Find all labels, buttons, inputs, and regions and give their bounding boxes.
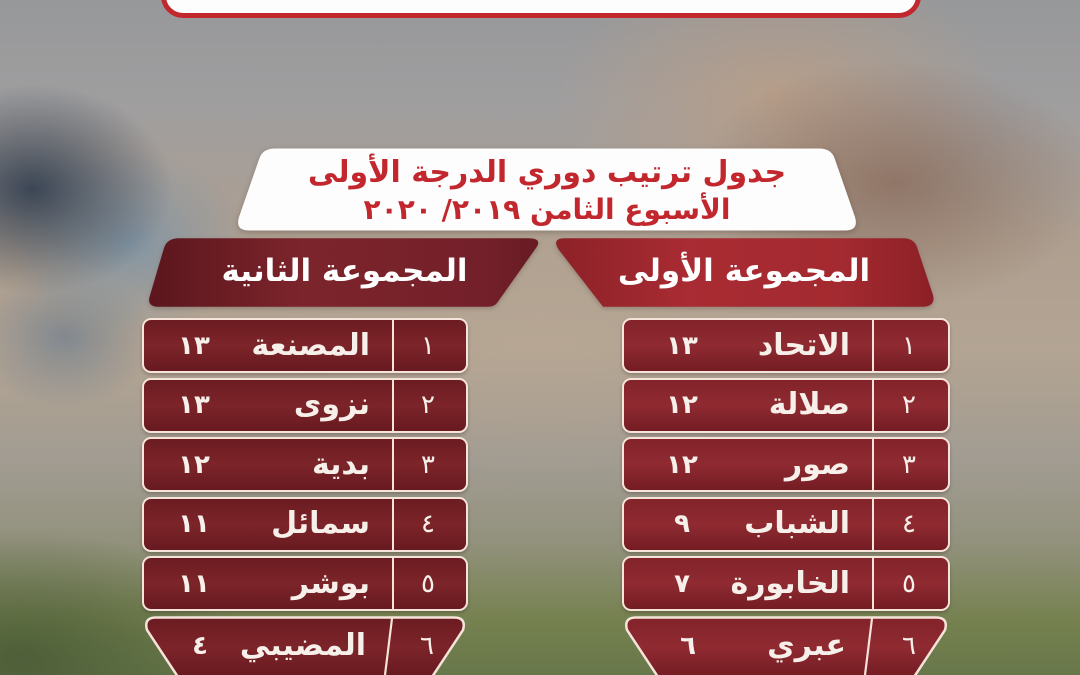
team-name: الشباب xyxy=(744,506,850,542)
rank-number: ٤ xyxy=(421,509,435,540)
title-banner: جدول ترتيب دوري الدرجة الأولى الأسبوع ال… xyxy=(235,147,859,232)
points-value: ١٢ xyxy=(666,449,698,480)
rank-number: ٢ xyxy=(902,390,916,421)
points-value: ٤ xyxy=(192,630,208,661)
team-name: الاتحاد xyxy=(757,327,850,363)
table-row: ٤ الشباب ٩ xyxy=(622,496,950,552)
rank-number: ٣ xyxy=(902,449,916,480)
group1-standings-table: ١ الاتحاد ١٣ ٢ صلالة ١٢ ٣ صور ١٢ ٤ الشباب ٩ ٥ الخابور… xyxy=(622,318,950,675)
rank-cell-divider xyxy=(872,439,948,491)
team-name: المضيبي xyxy=(239,627,366,663)
table-row: ٢ صلالة ١٢ xyxy=(622,377,950,433)
group1-title: المجموعة الأولى xyxy=(617,252,871,289)
table-row: ٥ الخابورة ٧ xyxy=(622,556,950,612)
rank-cell-divider xyxy=(872,320,948,371)
title-banner-text: جدول ترتيب دوري الدرجة الأولى الأسبوع ال… xyxy=(235,147,859,232)
team-name: بوشر xyxy=(291,565,370,601)
rank-number: ١ xyxy=(421,330,435,361)
points-value: ١٢ xyxy=(666,390,698,421)
rank-cell-divider xyxy=(872,558,948,610)
team-name: صور xyxy=(784,446,850,482)
rank-cell-divider xyxy=(392,379,466,431)
group2-ribbon-shape xyxy=(149,238,539,307)
team-name: الخابورة xyxy=(730,565,851,601)
rank-cell-divider xyxy=(392,320,466,371)
rank-cell-divider xyxy=(392,439,466,491)
table-row: ٢ نزوى ١٣ xyxy=(142,377,468,433)
rank-number: ٣ xyxy=(421,449,435,480)
rank-number: ٦ xyxy=(902,630,916,661)
team-name: بدية xyxy=(311,446,370,482)
top-whiteboard-box xyxy=(161,0,921,18)
last-row-trapezoid-shape xyxy=(145,616,465,675)
points-value: ٩ xyxy=(674,509,690,540)
points-value: ١٣ xyxy=(178,330,210,361)
table-row: ١ الاتحاد ١٣ xyxy=(622,318,950,373)
rank-number: ٦ xyxy=(420,630,434,661)
rank-number: ٥ xyxy=(902,568,916,599)
table-row: ٥ بوشر ١١ xyxy=(142,556,468,612)
points-value: ١٣ xyxy=(178,390,210,421)
group2-title: المجموعة الثانية xyxy=(221,252,468,289)
table-row: ٣ صور ١٢ xyxy=(622,437,950,493)
team-name: صلالة xyxy=(768,387,850,423)
last-row-trapezoid-shape xyxy=(625,616,947,675)
points-value: ٧ xyxy=(674,568,690,599)
rank-cell-divider xyxy=(872,379,948,431)
group2-standings-table: ١ المصنعة ١٣ ٢ نزوى ١٣ ٣ بدية ١٢ ٤ سمائل ١١ ٥ بوشر ١١ ٦… xyxy=(142,318,468,675)
table-row: ٣ بدية ١٢ xyxy=(142,437,468,493)
rank-number: ٢ xyxy=(421,390,435,421)
team-name: المصنعة xyxy=(251,327,370,363)
team-name: نزوى xyxy=(293,387,370,423)
page-subtitle: الأسبوع الثامن ٢٠١٩/ ٢٠٢٠ xyxy=(363,192,731,226)
points-value: ١١ xyxy=(178,568,210,599)
title-banner-shape xyxy=(238,148,856,231)
page-title: جدول ترتيب دوري الدرجة الأولى xyxy=(307,154,787,190)
team-name: عبري xyxy=(767,627,846,663)
group1-header-ribbon: المجموعة الأولى xyxy=(551,237,937,308)
group1-ribbon-shape xyxy=(556,238,934,307)
group2-header-ribbon: المجموعة الثانية xyxy=(145,237,544,308)
rank-number: ١ xyxy=(902,330,916,361)
rank-number: ٤ xyxy=(902,509,916,540)
team-name: سمائل xyxy=(271,506,370,542)
table-row: ٦ المضيبي ٤ xyxy=(142,616,468,675)
rank-number: ٥ xyxy=(421,568,435,599)
rank-cell-divider xyxy=(872,498,948,550)
table-row: ٤ سمائل ١١ xyxy=(142,496,468,552)
table-row: ٦ عبري ٦ xyxy=(622,616,950,675)
table-row: ١ المصنعة ١٣ xyxy=(142,318,468,373)
rank-cell-divider xyxy=(392,558,466,610)
points-value: ١٣ xyxy=(666,330,698,361)
points-value: ٦ xyxy=(680,630,696,661)
points-value: ١٢ xyxy=(178,449,210,480)
rank-cell-divider xyxy=(392,498,466,550)
points-value: ١١ xyxy=(178,509,210,540)
